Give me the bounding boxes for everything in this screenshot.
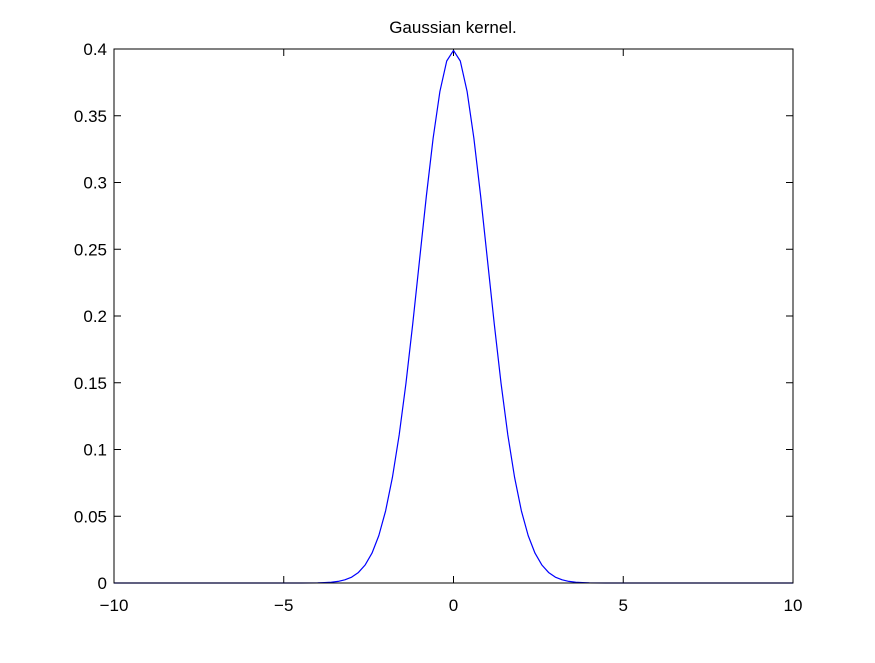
plot-area-frame [113,48,794,584]
series-line [114,49,793,584]
x-tick-label: 5 [619,596,628,615]
y-tick-label: 0.35 [74,107,107,126]
y-tick-label: 0.1 [83,441,107,460]
y-tick-label: 0 [98,574,107,593]
y-tick-label: 0.05 [74,507,107,526]
y-tick-label: 0.2 [83,307,107,326]
y-tick-label: 0.25 [74,240,107,259]
ticks-layer: −10 −5 0 5 10 0 0.05 0.1 0.15 0.2 0.25 0.3 0.35 0.4 [74,40,803,615]
y-tick-label: 0.4 [83,40,107,59]
x-tick-label: 10 [784,596,803,615]
series-layer [114,49,793,584]
chart-title: Gaussian kernel. [389,18,517,37]
y-tick-label: 0.3 [83,174,107,193]
x-tick-label: 0 [449,596,458,615]
x-tick-label: −5 [274,596,293,615]
x-tick-label: −10 [100,596,129,615]
y-tick-label: 0.15 [74,374,107,393]
